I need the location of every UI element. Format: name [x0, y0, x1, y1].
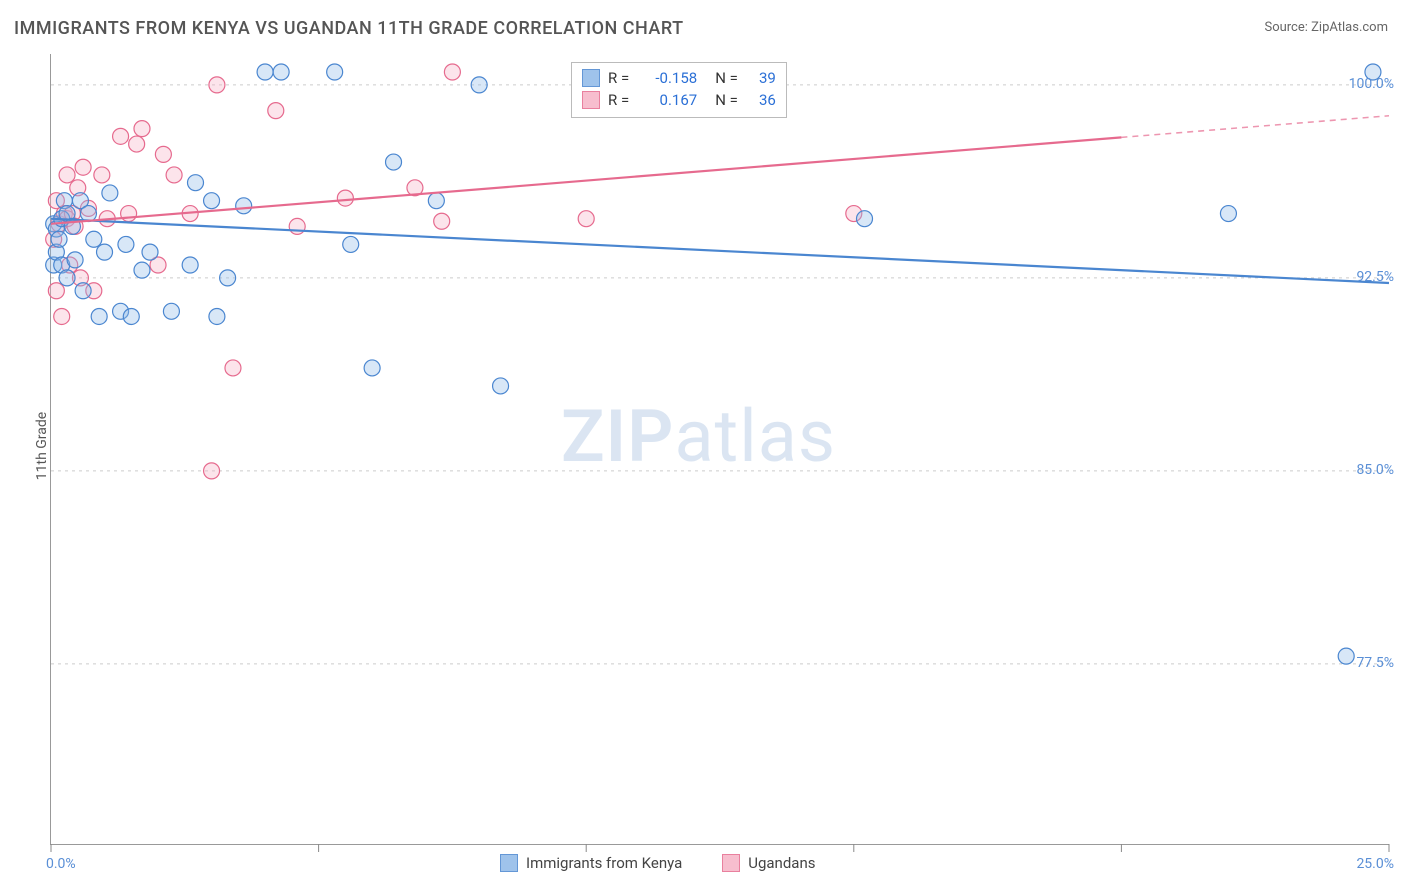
legend-swatch-uganda [722, 854, 740, 872]
y-tick-label: 100.0% [1324, 76, 1394, 92]
stats-R-label-2: R = [608, 89, 629, 111]
stats-row-kenya: R = -0.158 N = 39 [582, 67, 776, 89]
stats-swatch-kenya [582, 69, 600, 87]
y-tick-label: 92.5% [1324, 269, 1394, 285]
chart-title: IMMIGRANTS FROM KENYA VS UGANDAN 11TH GR… [14, 18, 684, 39]
stats-N-label-2: N = [715, 89, 738, 111]
legend-swatch-kenya [500, 854, 518, 872]
stats-R-kenya-value: -0.158 [637, 67, 697, 89]
stats-N-kenya-value: 39 [746, 67, 776, 89]
legend-label-kenya: Immigrants from Kenya [526, 854, 682, 872]
legend-item-kenya: Immigrants from Kenya [500, 854, 682, 872]
stats-R-label: R = [608, 67, 629, 89]
x-tick-min: 0.0% [46, 856, 76, 872]
stats-box: R = -0.158 N = 39 R = 0.167 N = 36 [571, 62, 787, 118]
y-axis-label: 11th Grade [34, 412, 50, 480]
stats-row-uganda: R = 0.167 N = 36 [582, 89, 776, 111]
stats-N-uganda-value: 36 [746, 89, 776, 111]
stats-swatch-uganda [582, 91, 600, 109]
scatter-svg [51, 54, 1389, 844]
y-tick-label: 77.5% [1324, 655, 1394, 671]
source-credit: Source: ZipAtlas.com [1264, 20, 1388, 35]
legend-label-uganda: Ugandans [748, 854, 815, 872]
legend-bottom: Immigrants from Kenya Ugandans [500, 854, 816, 872]
y-tick-label: 85.0% [1324, 462, 1394, 478]
plot-area: ZIPatlas R = -0.158 N = 39 R = 0.167 N =… [50, 54, 1389, 845]
x-tick-max: 25.0% [1356, 856, 1394, 872]
stats-N-label: N = [715, 67, 738, 89]
stats-R-uganda-value: 0.167 [637, 89, 697, 111]
legend-item-uganda: Ugandans [722, 854, 815, 872]
